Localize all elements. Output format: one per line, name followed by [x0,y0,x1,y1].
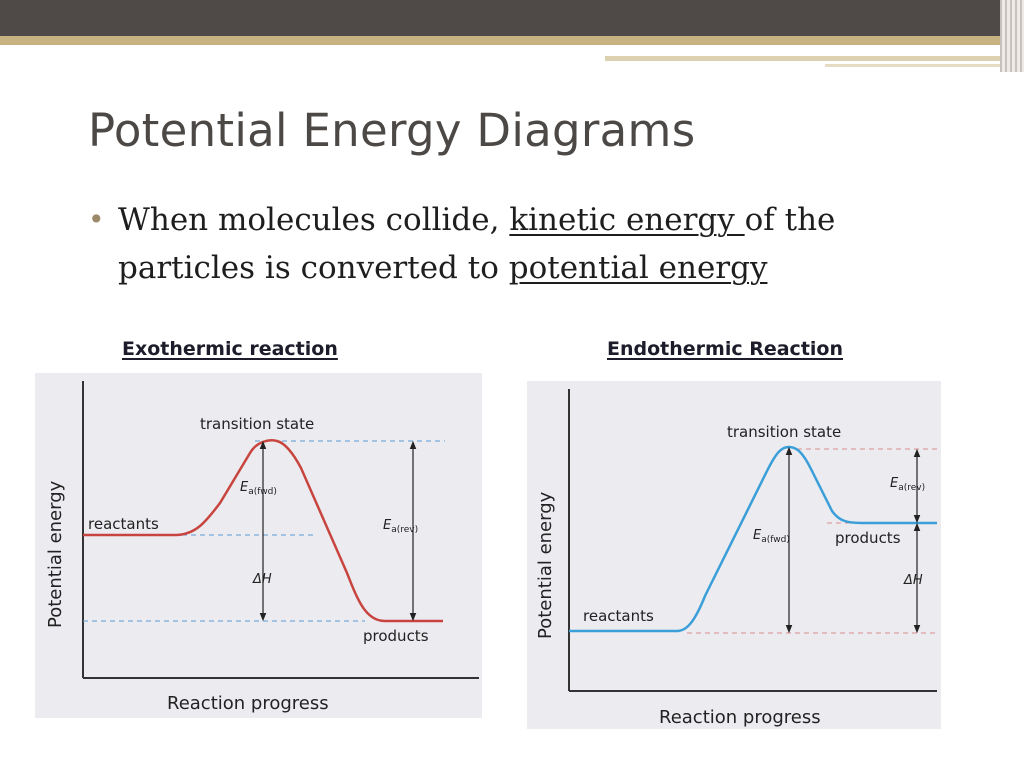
ea-fwd-label: Ea(fwd) [240,480,277,497]
delta-h-label: ΔH [903,573,923,588]
corner-stripes [1000,0,1024,72]
accent-line [0,36,1000,45]
exothermic-svg: transition state reactants products Ea(f… [45,381,479,714]
accent-line-short [605,56,1000,61]
reaction-curve [83,439,443,623]
x-axis-label: Reaction progress [167,693,329,714]
y-axis-label: Potential energy [535,491,556,639]
ea-rev-label: Ea(rev) [890,476,925,493]
bullet-point: • When molecules collide, kinetic energy… [88,196,928,292]
slide-title: Potential Energy Diagrams [88,104,696,157]
endothermic-title: Endothermic Reaction [607,338,843,360]
exothermic-diagram: transition state reactants products Ea(f… [35,373,482,718]
potential-energy-term: potential energy [508,250,768,286]
exothermic-title: Exothermic reaction [122,338,338,360]
top-bar [0,0,1024,36]
accent-line-shorter [825,64,1000,67]
reactants-label: reactants [88,515,159,533]
kinetic-energy-term: kinetic energy [509,202,745,238]
delta-h-label: ΔH [252,572,272,587]
products-label: products [363,627,429,645]
bullet-text: When molecules collide, kinetic energy o… [118,196,928,292]
products-label: products [835,529,901,547]
transition-state-label: transition state [727,423,841,441]
bullet-text-part2: of the particles is converted to [118,202,836,286]
reactants-label: reactants [583,607,654,625]
bullet-text-part1: When molecules collide, [118,202,510,238]
y-axis-label: Potential energy [45,480,66,628]
endothermic-diagram: transition state reactants products Ea(f… [527,381,941,729]
ea-rev-label: Ea(rev) [383,518,418,535]
ea-fwd-label: Ea(fwd) [753,528,790,545]
bullet-dot-icon: • [88,203,105,236]
transition-state-label: transition state [200,415,314,433]
endothermic-svg: transition state reactants products Ea(f… [535,389,937,728]
x-axis-label: Reaction progress [659,707,821,728]
